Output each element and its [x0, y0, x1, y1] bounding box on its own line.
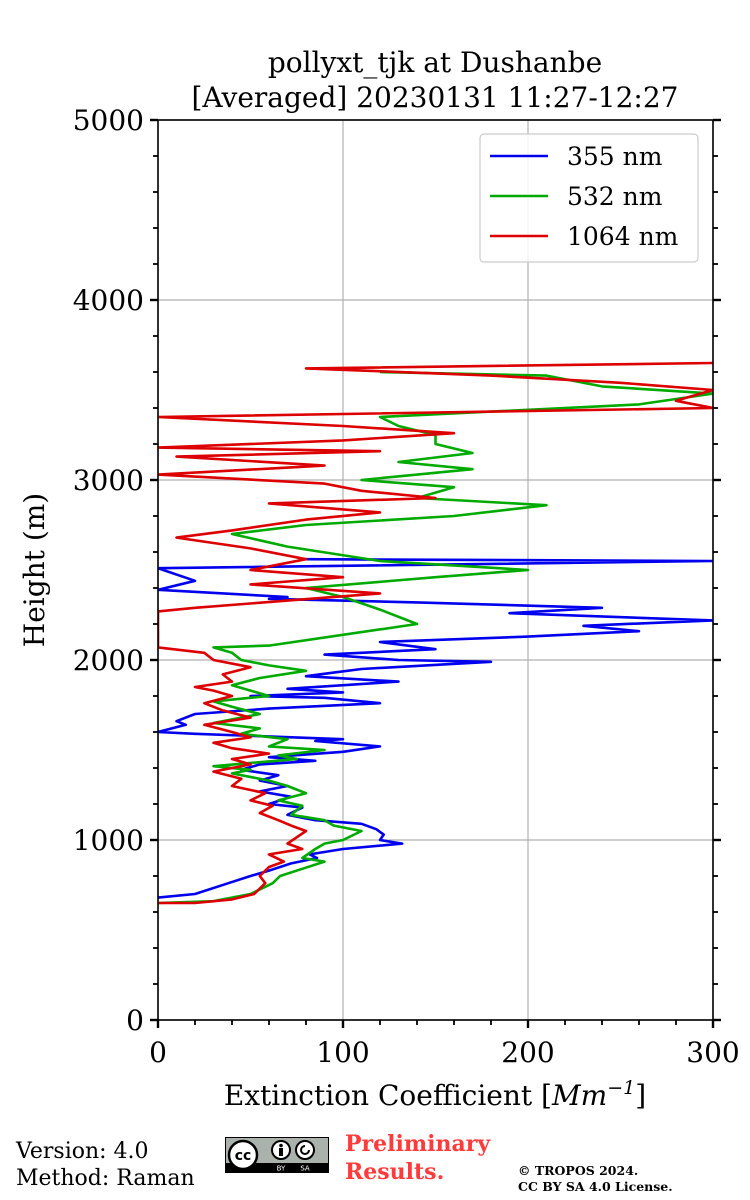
profile-lines	[158, 361, 713, 905]
svg-text:cc: cc	[235, 1148, 252, 1164]
legend-label-355: 355 nm	[567, 142, 663, 171]
extinction-profile-chart: 0 1000 2000 3000 4000 5000 0 100 200 300 pollyxt_…	[18, 46, 740, 1112]
preliminary-line1: Preliminary	[345, 1131, 491, 1157]
x-tick-label-100: 100	[316, 1036, 369, 1069]
cc-by-sa-license-icon: cc BY SA	[225, 1137, 329, 1173]
y-tick-label-3000: 3000	[73, 464, 144, 497]
version-label: Version: 4.0	[16, 1139, 149, 1164]
x-axis-label-close: ]	[635, 1079, 646, 1112]
preliminary-line2: Results.	[345, 1159, 445, 1185]
y-axis-label: Height (m)	[18, 493, 51, 647]
y-tick-label-2000: 2000	[73, 644, 144, 677]
y-tick-label-5000: 5000	[73, 104, 144, 137]
x-axis-label-exponent: −1	[607, 1077, 635, 1099]
copyright-line1: © TROPOS 2024.	[518, 1163, 639, 1178]
x-tick-label-0: 0	[149, 1036, 167, 1069]
series-line-355-nm	[158, 557, 713, 899]
series-line-532-nm	[158, 370, 713, 905]
preliminary-results-note: Preliminary Results.	[345, 1130, 490, 1186]
legend: 355 nm 532 nm 1064 nm	[479, 133, 699, 263]
y-tick-label-1000: 1000	[73, 824, 144, 857]
x-axis-label: Extinction Coefficient [Mm−1]	[224, 1077, 646, 1112]
svg-text:SA: SA	[300, 1165, 310, 1173]
chart-title-line2: [Averaged] 20230131 11:27-12:27	[192, 81, 679, 114]
x-axis-label-text: Extinction Coefficient [	[224, 1079, 552, 1112]
svg-text:BY: BY	[277, 1165, 286, 1173]
x-tick-label-300: 300	[686, 1036, 739, 1069]
copyright-line2: CC BY SA 4.0 License.	[518, 1179, 673, 1194]
legend-box	[479, 133, 699, 263]
axis-ticks: 0 1000 2000 3000 4000 5000 0 100 200 300	[73, 104, 740, 1069]
method-label: Method: Raman	[16, 1166, 195, 1191]
series-line-1064-nm	[158, 361, 713, 905]
legend-label-1064: 1064 nm	[567, 222, 679, 251]
y-tick-label-4000: 4000	[73, 284, 144, 317]
chart-title-line1: pollyxt_tjk at Dushanbe	[268, 46, 602, 79]
x-axis-label-unit: Mm	[551, 1079, 607, 1112]
plot-frame	[157, 119, 714, 1021]
copyright-note: © TROPOS 2024. CC BY SA 4.0 License.	[518, 1163, 673, 1195]
version-info: Version: 4.0 Method: Raman	[16, 1138, 195, 1192]
legend-label-532: 532 nm	[567, 182, 663, 211]
x-tick-label-200: 200	[501, 1036, 554, 1069]
y-tick-label-0: 0	[126, 1004, 144, 1037]
